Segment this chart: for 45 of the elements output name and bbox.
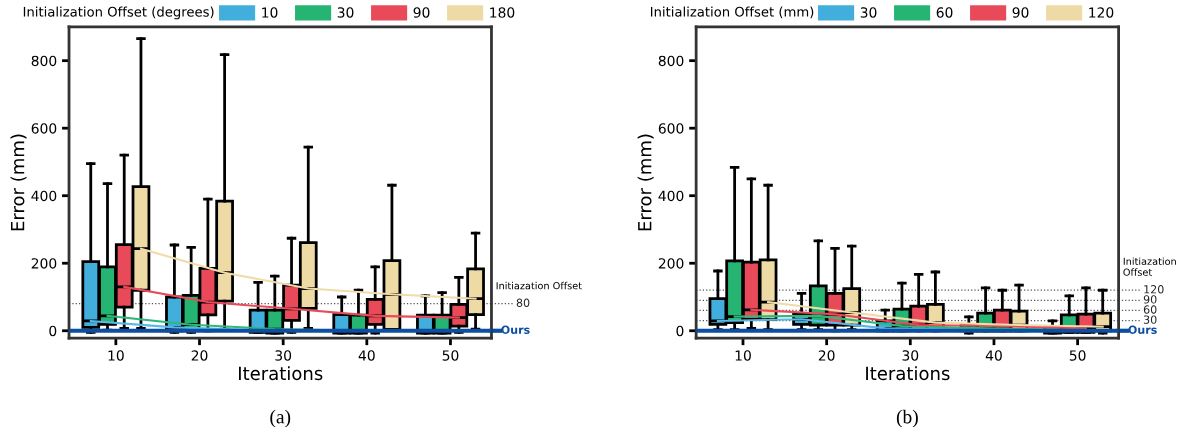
- y-axis-title: Error (mm): [10, 134, 27, 231]
- legend-label: 60: [936, 7, 953, 18]
- y-tick-label: 200: [658, 258, 684, 269]
- ref-line-label: 60: [1143, 305, 1157, 314]
- y-tick-label: 400: [31, 190, 57, 202]
- y-tick-label: 0: [49, 325, 57, 337]
- x-tick-label: 50: [1069, 350, 1086, 361]
- legend-label: 120: [1089, 7, 1114, 18]
- x-tick-label: 30: [902, 350, 919, 361]
- y-tick-label: 600: [31, 123, 57, 134]
- legend-label: 90: [1012, 7, 1029, 18]
- ref-line-label: Ours: [501, 325, 530, 334]
- x-tick-label: 40: [358, 350, 375, 361]
- x-tick-label: 20: [191, 350, 208, 361]
- y-tick-label: 600: [658, 123, 684, 134]
- ref-line-label: 120: [1144, 285, 1164, 294]
- legend-label: 90: [413, 7, 430, 18]
- text: Initiazation Offset: [496, 281, 582, 290]
- legend-title: Initialization Offset (mm): [650, 6, 814, 19]
- ref-line-label: Ours: [1128, 325, 1157, 334]
- legend-title: Initialization Offset (degrees): [23, 6, 214, 20]
- x-tick-label: 30: [275, 350, 292, 361]
- x-tick-label: 50: [442, 350, 459, 361]
- ref-line-label: 30: [1143, 315, 1157, 324]
- legend-label: 10: [262, 7, 278, 18]
- y-tick-label: 800: [658, 55, 684, 67]
- x-tick-label: 10: [108, 350, 124, 361]
- y-axis-title: Error (mm): [637, 134, 654, 231]
- x-axis-title: Iterations: [239, 366, 323, 381]
- legend-label: 30: [337, 7, 354, 18]
- text: (a): [270, 409, 291, 427]
- legend-label: 30: [860, 7, 877, 18]
- text: (b): [896, 409, 918, 427]
- y-tick-label: 800: [31, 55, 57, 67]
- x-tick-label: 40: [985, 350, 1002, 361]
- y-tick-label: 400: [658, 190, 684, 202]
- ref-line-label: 90: [1143, 295, 1157, 304]
- ref-line-label: 80: [516, 298, 530, 307]
- x-tick-label: 20: [818, 350, 835, 361]
- y-tick-label: 0: [676, 325, 684, 337]
- legend-label: 180: [490, 7, 515, 18]
- y-tick-label: 200: [31, 258, 57, 269]
- x-tick-label: 10: [735, 350, 751, 361]
- x-axis-title: Iterations: [866, 366, 950, 381]
- text: Initiazation Offset: [1123, 257, 1176, 276]
